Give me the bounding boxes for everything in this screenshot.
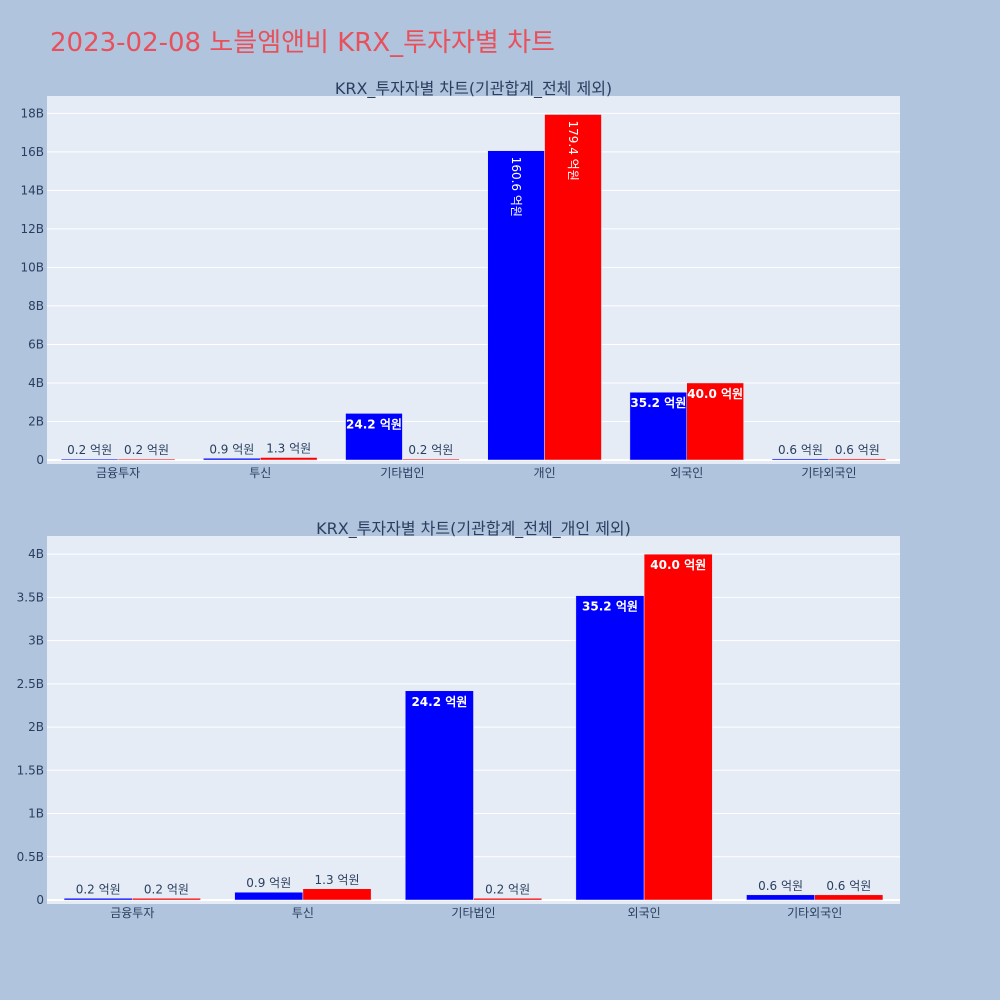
chart-title: KRX_투자자별 차트(기관합계_전체_개인 제외) (316, 519, 631, 539)
y-tick-label: 3.5B (17, 590, 44, 604)
chart-2: 0 0.5B 1B 1.5B 2B 2.5B 3B 3.5B 4B KRX_투자자별 차트(기관합… (17, 519, 900, 920)
data-label: 0.2 억원 (67, 443, 112, 457)
bar (234, 891, 304, 901)
y-tick-label: 10B (20, 260, 44, 274)
y-tick-label: 2B (28, 720, 44, 734)
bar (405, 690, 474, 901)
data-label: 40.0 억원 (687, 387, 743, 401)
data-label: 0.2 억원 (124, 443, 169, 457)
y-tick-label: 0 (36, 453, 44, 467)
plot-area (47, 96, 900, 464)
page-title: 2023-02-08 노블엠앤비 KRX_투자자별 차트 (50, 28, 555, 58)
x-tick-label: 외국인 (670, 466, 703, 480)
x-tick-label: 외국인 (628, 906, 661, 920)
x-tick-label: 기타법인 (380, 466, 424, 480)
bar (814, 894, 884, 901)
y-tick-label: 2.5B (17, 677, 44, 691)
bar (402, 458, 460, 461)
x-tick-label: 개인 (534, 466, 556, 480)
data-label: 1.3 억원 (315, 873, 360, 887)
data-label: 0.2 억원 (76, 882, 121, 896)
bar (302, 888, 372, 901)
chart-title: KRX_투자자별 차트(기관합계_전체 제외) (335, 79, 612, 99)
y-tick-label: 8B (28, 299, 44, 313)
x-tick-label: 기타외국인 (787, 906, 842, 920)
y-tick-label: 18B (20, 106, 44, 120)
bar (828, 458, 887, 461)
chart-1: 0 2B 4B 6B 8B 10B 12B 14B 16B 18B KRX_투자자별 차트(기관합계… (20, 79, 900, 480)
data-label: 0.2 억원 (408, 443, 453, 457)
data-label: 179.4 억원 (566, 120, 580, 180)
y-tick-label: 4B (28, 547, 44, 561)
y-tick-label: 16B (20, 145, 44, 159)
data-label: 0.6 억원 (778, 443, 823, 457)
y-tick-label: 0 (36, 893, 44, 907)
data-label: 24.2 억원 (411, 695, 467, 709)
data-label: 35.2 억원 (630, 396, 686, 410)
data-label: 40.0 억원 (650, 558, 706, 572)
y-tick-label: 2B (28, 414, 44, 428)
bar (575, 595, 645, 901)
bar (473, 898, 542, 901)
data-label: 0.6 억원 (835, 443, 880, 457)
bar (132, 898, 201, 901)
data-label: 35.2 억원 (582, 600, 638, 614)
bar (117, 458, 176, 461)
y-tick-label: 0.5B (17, 850, 44, 864)
y-tick-label: 12B (20, 222, 44, 236)
y-tick-label: 3B (28, 634, 44, 648)
bar (203, 458, 261, 461)
data-label: 0.9 억원 (246, 876, 291, 890)
x-tick-label: 투신 (292, 906, 314, 920)
data-label: 24.2 억원 (346, 417, 402, 431)
data-label: 0.9 억원 (209, 442, 254, 456)
data-label: 0.2 억원 (485, 882, 530, 896)
bar (345, 413, 403, 461)
y-tick-label: 6B (28, 337, 44, 351)
x-tick-label: 투신 (249, 466, 271, 480)
bar (643, 553, 713, 901)
x-tick-label: 기타외국인 (801, 466, 856, 480)
data-label: 1.3 억원 (266, 441, 311, 455)
y-tick-label: 1B (28, 807, 44, 821)
bar (544, 114, 602, 461)
bar (629, 391, 688, 461)
bar (260, 457, 318, 461)
bar (487, 150, 545, 461)
x-tick-label: 금융투자 (110, 906, 154, 920)
y-tick-label: 14B (20, 183, 44, 197)
data-label: 0.6 억원 (826, 879, 871, 893)
x-tick-label: 기타법인 (451, 906, 495, 920)
y-tick-label: 4B (28, 376, 44, 390)
bar (746, 894, 815, 901)
x-tick-label: 금융투자 (96, 466, 140, 480)
y-tick-label: 1.5B (17, 763, 44, 777)
bar (686, 382, 744, 461)
bar (63, 898, 133, 901)
data-label: 0.6 억원 (758, 879, 803, 893)
bar (771, 458, 830, 461)
bar (60, 458, 119, 461)
data-label: 160.6 억원 (509, 157, 523, 217)
data-label: 0.2 억원 (144, 882, 189, 896)
